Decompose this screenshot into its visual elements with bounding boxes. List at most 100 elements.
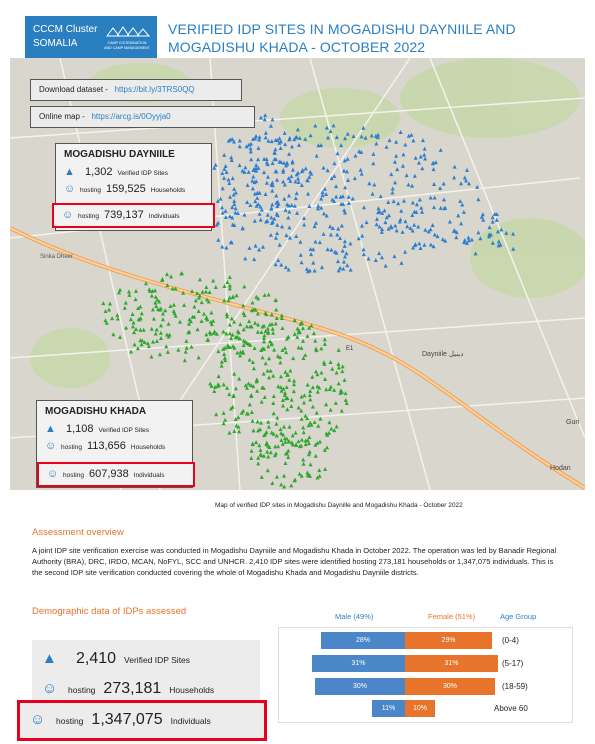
khada-site-marker [282,473,287,478]
khada-site-marker [247,402,252,407]
khada-site-marker [227,283,232,288]
khada-site-marker [282,484,287,489]
dayniile-site-marker [481,217,486,222]
khada-site-marker [193,298,198,303]
dayniile-site-marker [322,211,327,216]
dayniile-site-marker [237,144,242,149]
dayniile-site-marker [378,194,383,199]
svg-text:CAMP COORDINATION: CAMP COORDINATION [107,41,146,45]
online-map-box[interactable]: Online map - https://arcg.is/0Oyyja0 [30,106,255,128]
dayniile-site-marker [416,224,421,229]
dayniile-site-marker [282,196,287,201]
khada-site-marker [296,330,301,335]
dayniile-site-marker [369,133,374,138]
khada-site-marker [317,439,322,444]
dayniile-site-marker [344,169,349,174]
khada-site-marker [268,450,273,455]
khada-site-marker [258,427,263,432]
dayniile-site-marker [359,171,364,176]
khada-site-marker [271,373,276,378]
dayniile-site-marker [287,235,292,240]
dayniile-site-marker [326,135,331,140]
khada-site-marker [306,452,311,457]
dayniile-site-marker [259,207,264,212]
khada-site-marker [158,323,163,328]
khada-site-marker [271,330,276,335]
overview-heading: Assessment overview [32,527,124,538]
dayniile-site-marker [254,162,259,167]
khada-site-marker [287,424,292,429]
khada-site-marker [305,382,310,387]
khada-site-marker [301,430,306,435]
dayniile-site-marker [412,173,417,178]
male-bar: 31% [312,655,405,672]
dayniile-site-marker [348,267,353,272]
dayniile-site-marker [311,247,316,252]
dayniile-site-marker [223,208,228,213]
khada-site-marker [289,397,294,402]
dayniile-site-marker [447,219,452,224]
dayniile-site-marker [251,167,256,172]
khada-site-marker [263,361,268,366]
dayniile-site-marker [393,180,398,185]
khada-site-marker [160,311,165,316]
dayniile-site-marker [338,265,343,270]
online-map-link[interactable]: https://arcg.is/0Oyyja0 [91,112,171,121]
dayniile-site-marker [325,168,330,173]
khada-site-marker [108,301,113,306]
khada-site-marker [203,289,208,294]
khada-site-marker [178,319,183,324]
khada-site-marker [279,313,284,318]
dayniile-site-marker [245,199,250,204]
download-dataset-link[interactable]: https://bit.ly/3TRS0QQ [114,85,195,94]
khada-site-marker [170,286,175,291]
khada-site-marker [215,383,220,388]
dayniile-site-marker [366,256,371,261]
dayniile-site-marker [341,259,346,264]
khada-site-marker [103,318,108,323]
dayniile-site-marker [265,212,270,217]
dayniile-site-marker [423,227,428,232]
dayniile-site-marker [286,193,291,198]
dayniile-site-marker [226,177,231,182]
dayniile-site-marker [353,153,358,158]
dayniile-site-marker [441,197,446,202]
dayniile-site-marker [364,220,369,225]
dayniile-site-marker [342,243,347,248]
dayniile-site-marker [390,186,395,191]
khada-site-marker [237,429,242,434]
dayniile-site-marker [280,224,285,229]
dayniile-site-marker [222,166,227,171]
khada-site-marker [268,368,273,373]
khada-site-marker [233,386,238,391]
khada-site-marker [282,424,287,429]
map[interactable]: Sinka Dheer Dayniile دينيل Hodan Guri E1 [10,58,585,490]
dayniile-site-marker [261,170,266,175]
khada-site-marker [267,375,272,380]
dayniile-site-marker [281,169,286,174]
dayniile-site-marker [384,144,389,149]
khada-site-marker [281,403,286,408]
dayniile-site-marker [319,143,324,148]
dayniile-site-marker [387,138,392,143]
khada-site-marker [249,455,254,460]
dayniile-site-marker [487,232,492,237]
khada-site-marker [238,322,243,327]
khada-site-marker [284,385,289,390]
dayniile-site-marker [309,252,314,257]
dayniile-site-marker [297,135,302,140]
dayniile-site-marker [396,201,401,206]
dayniile-site-marker [275,199,280,204]
dayniile-site-marker [487,225,492,230]
khada-site-marker [324,402,329,407]
khada-site-marker [256,461,261,466]
dayniile-site-marker [257,134,262,139]
download-dataset-box[interactable]: Download dataset - https://bit.ly/3TRS0Q… [30,79,242,101]
svg-text:AND CAMP MANAGEMENT: AND CAMP MANAGEMENT [104,46,150,50]
khada-households-label: Households [130,444,166,451]
dayniile-site-marker [254,179,259,184]
khada-site-marker [129,349,134,354]
dayniile-site-marker [431,167,436,172]
khada-site-marker [111,332,116,337]
dayniile-site-marker [269,139,274,144]
